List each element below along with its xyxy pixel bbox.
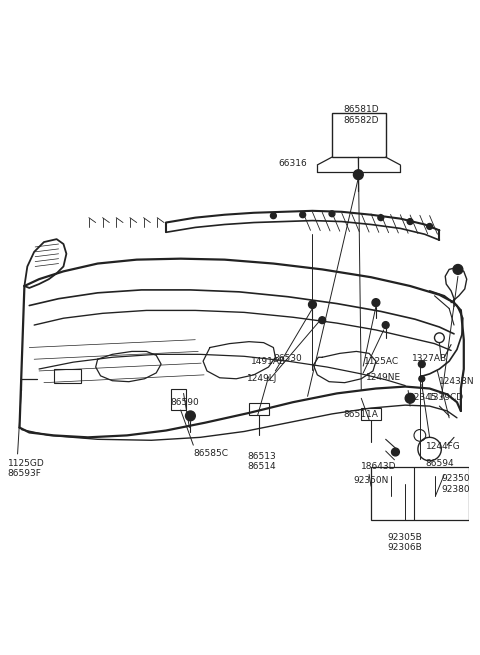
Circle shape (185, 411, 195, 421)
Circle shape (419, 361, 425, 367)
Text: 92305B
92306B: 92305B 92306B (388, 533, 422, 552)
Circle shape (372, 299, 380, 307)
Text: 86590: 86590 (171, 398, 200, 407)
Text: 66316: 66316 (279, 159, 308, 168)
Circle shape (329, 211, 335, 217)
Circle shape (309, 301, 316, 309)
Text: 1327AB: 1327AB (412, 354, 447, 364)
Text: 1244FG: 1244FG (426, 442, 460, 451)
Text: 1125AC: 1125AC (364, 357, 399, 366)
Text: 18643D: 18643D (361, 462, 396, 471)
Text: 86594: 86594 (426, 458, 455, 468)
Text: 1243BN: 1243BN (439, 377, 475, 386)
Circle shape (382, 322, 389, 328)
Text: 1491AB: 1491AB (251, 357, 286, 366)
Bar (249, 403, 268, 415)
Text: 1249LJ: 1249LJ (247, 374, 277, 383)
Text: 92350N: 92350N (353, 476, 389, 485)
Circle shape (300, 212, 306, 217)
Text: 86511A: 86511A (344, 410, 379, 419)
Circle shape (419, 376, 425, 382)
Circle shape (319, 317, 325, 324)
Circle shape (270, 213, 276, 219)
Circle shape (392, 448, 399, 456)
Bar (54, 369, 81, 383)
Circle shape (353, 170, 363, 179)
Text: 1249NE: 1249NE (366, 373, 401, 382)
Bar (332, 113, 386, 157)
Text: 1125GD
86593F: 1125GD 86593F (8, 458, 45, 478)
Text: 92350
92380: 92350 92380 (441, 474, 470, 494)
Bar (171, 388, 187, 410)
Circle shape (378, 215, 384, 221)
Bar (361, 408, 381, 420)
Text: 1339CD: 1339CD (428, 394, 464, 402)
Circle shape (427, 223, 432, 229)
Circle shape (453, 265, 463, 274)
Bar (371, 466, 468, 520)
Text: 92345: 92345 (408, 394, 437, 402)
Circle shape (405, 394, 415, 403)
Text: 86581D
86582D: 86581D 86582D (344, 105, 379, 124)
Text: 86585C: 86585C (193, 449, 228, 458)
Circle shape (407, 219, 413, 225)
Text: 86513
86514: 86513 86514 (247, 452, 276, 472)
Text: 86530: 86530 (274, 354, 302, 364)
